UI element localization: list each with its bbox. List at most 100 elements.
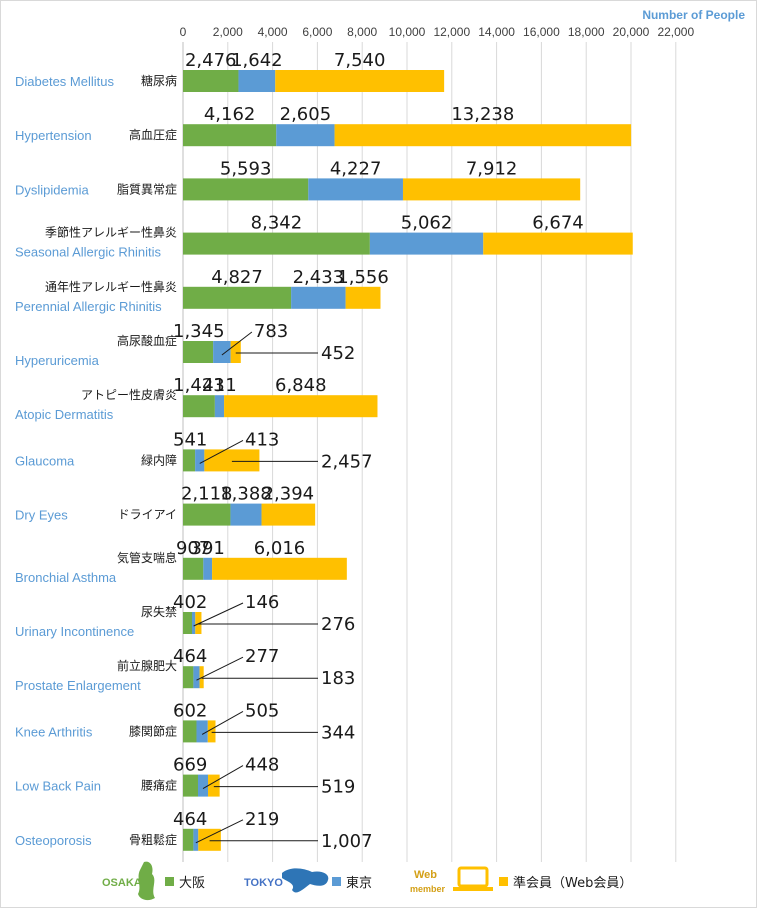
- data-label: 413: [245, 429, 279, 450]
- category-label-jp: 高血圧症: [129, 127, 177, 142]
- laptop-icon: [453, 866, 493, 891]
- x-tick-label: 4,000: [258, 25, 288, 39]
- data-label: 602: [173, 700, 207, 721]
- bar-osaka: [183, 828, 194, 851]
- data-label: 6,674: [532, 213, 584, 234]
- category-label-en: Dry Eyes: [15, 508, 68, 523]
- category-labels: Diabetes Mellitus 糖尿病 Hypertension 高血圧症 Dysl…: [15, 73, 177, 848]
- category-label-jp: ドライアイ: [118, 508, 177, 522]
- data-label: 448: [245, 755, 279, 776]
- category-label-jp: 前立腺肥大: [117, 658, 177, 673]
- leader-line: [199, 439, 244, 464]
- bar-web-member: [198, 828, 221, 851]
- data-label: 1,388: [220, 484, 272, 505]
- bar-osaka: [183, 503, 231, 526]
- category-label-jp: 脂質異常症: [117, 181, 177, 196]
- bar-osaka: [183, 341, 214, 363]
- legend-label-web-member: 準会員（Web会員）: [513, 875, 632, 891]
- bar-osaka: [183, 666, 194, 689]
- x-tick-label: 0: [180, 25, 187, 39]
- data-label: 391: [191, 538, 225, 559]
- bar-tokyo: [369, 232, 484, 255]
- leader-lines: [193, 331, 318, 844]
- x-axis-ticks: 0 2,000 4,000 6,000 8,000 10,000 12,000 14,000 1…: [180, 25, 695, 39]
- bar-tokyo: [230, 503, 262, 526]
- category-label-en: Low Back Pain: [15, 779, 101, 794]
- category-label-jp: 糖尿病: [141, 73, 177, 88]
- x-tick-label: 2,000: [213, 25, 243, 39]
- bar-tokyo: [214, 395, 225, 418]
- category-label-en: Dyslipidemia: [15, 182, 89, 197]
- leader-line: [202, 765, 244, 790]
- data-label: 505: [245, 700, 279, 721]
- x-tick-label: 10,000: [389, 25, 426, 39]
- leader-line: [193, 602, 244, 627]
- data-label: 1,556: [337, 267, 389, 288]
- data-label: 4,827: [211, 267, 263, 288]
- osaka-logo-text: OSAKA: [102, 877, 142, 889]
- osaka-map-icon: [138, 861, 155, 901]
- bars: [183, 70, 633, 851]
- bar-web-member: [275, 70, 445, 92]
- web-logo-subtext: member: [410, 884, 446, 894]
- data-label: 1,007: [321, 831, 373, 852]
- bar-osaka: [183, 449, 196, 472]
- category-label-en: Seasonal Allergic Rhinitis: [15, 245, 161, 260]
- data-label: 2,605: [280, 104, 332, 125]
- category-label-en: Glaucoma: [15, 453, 75, 468]
- legend: OSAKA 大阪 TOKYO 東京 Web member 準会員（Web会員）: [102, 861, 632, 901]
- tokyo-logo-text: TOKYO: [244, 877, 283, 889]
- bar-web-member: [208, 774, 220, 797]
- bar-web-member: [483, 232, 633, 255]
- leader-line: [195, 819, 244, 844]
- category-label-jp: 骨粗鬆症: [129, 832, 177, 847]
- bar-osaka: [183, 124, 277, 147]
- bar-web-member: [195, 612, 202, 634]
- data-label: 7,540: [334, 50, 386, 71]
- category-label-en: Knee Arthritis: [15, 724, 93, 739]
- x-tick-label: 6,000: [302, 25, 332, 39]
- data-label: 7,912: [466, 158, 518, 179]
- category-label-jp: 高尿酸血症: [117, 333, 177, 348]
- data-label: 276: [321, 614, 355, 635]
- category-label-jp: 気管支喘息: [117, 550, 177, 565]
- leader-line: [196, 656, 244, 681]
- x-tick-label: 16,000: [523, 25, 560, 39]
- bar-osaka: [183, 232, 370, 255]
- category-label-jp: 季節性アレルギー性鼻炎: [45, 225, 177, 240]
- bar-tokyo: [308, 178, 403, 201]
- bar-web-member: [402, 178, 581, 201]
- bar-tokyo: [195, 449, 205, 472]
- data-label: 464: [173, 809, 207, 830]
- bar-web-member: [204, 449, 260, 472]
- data-label: 2,394: [263, 484, 315, 505]
- data-label: 6,016: [254, 538, 306, 559]
- data-label: 13,238: [451, 104, 514, 125]
- bar-tokyo: [291, 286, 346, 309]
- data-label: 5,593: [220, 158, 272, 179]
- bar-tokyo: [213, 341, 231, 363]
- bar-osaka: [183, 395, 215, 418]
- bar-web-member: [334, 124, 632, 147]
- data-label: 1,345: [173, 321, 225, 342]
- tokyo-map-icon: [282, 868, 329, 893]
- data-label: 183: [321, 668, 355, 689]
- legend-swatch-osaka: [165, 877, 174, 886]
- data-label: 1,642: [231, 50, 283, 71]
- data-label: 4,227: [330, 158, 382, 179]
- category-label-en: Prostate Enlargement: [15, 678, 141, 693]
- bar-osaka: [183, 557, 204, 580]
- category-label-jp: 通年性アレルギー性鼻炎: [45, 279, 177, 294]
- bar-web-member: [345, 286, 381, 309]
- data-label: 6,848: [275, 375, 327, 396]
- category-label-en: Perennial Allergic Rhinitis: [15, 299, 162, 314]
- bar-web-member: [212, 557, 347, 580]
- bar-osaka: [183, 286, 292, 309]
- bar-web-member: [230, 341, 241, 363]
- category-label-en: Urinary Incontinence: [15, 624, 134, 639]
- data-label: 5,062: [401, 213, 453, 234]
- category-label-en: Osteoporosis: [15, 833, 92, 848]
- data-label: 1,423: [173, 375, 225, 396]
- data-label: 907: [176, 538, 210, 559]
